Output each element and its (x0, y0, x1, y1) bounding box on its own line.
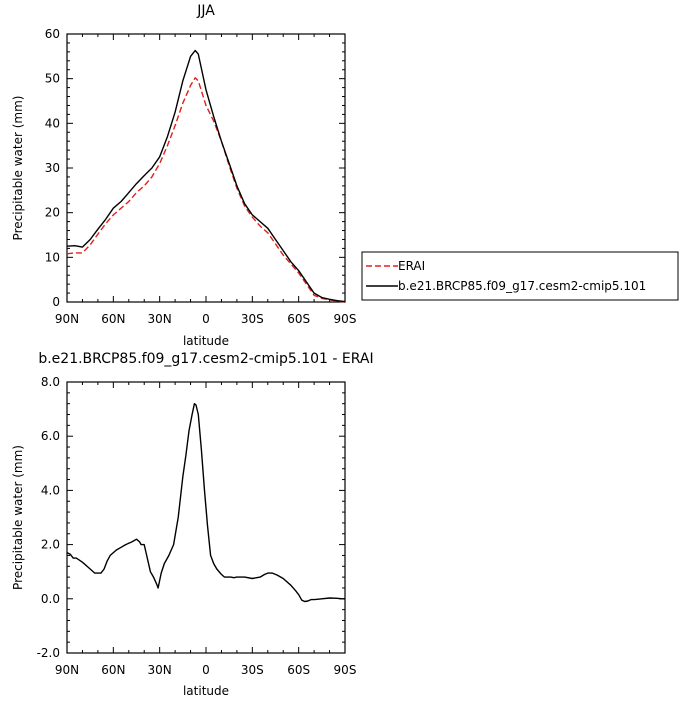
plot-frame (66, 33, 346, 303)
legend-entry-label: ERAI (398, 259, 425, 273)
chart-title: JJA (196, 3, 215, 19)
series-line-difference (66, 403, 345, 603)
x-tick-label: 30S (241, 312, 264, 326)
x-tick-label: 60S (287, 663, 310, 677)
y-tick-label: 0.0 (41, 592, 60, 606)
y-axis-label: Precipitable water (mm) (11, 96, 25, 241)
series-line-erai (66, 77, 346, 303)
x-tick-label: 0 (202, 663, 210, 677)
y-tick-label: 4.0 (41, 483, 60, 497)
plot-frame (66, 381, 346, 654)
y-tick-label: 8.0 (41, 375, 60, 389)
x-tick-label: 30N (148, 663, 172, 677)
y-tick-label: 2.0 (41, 538, 60, 552)
x-axis-label: latitude (183, 684, 229, 698)
legend-box (361, 251, 679, 301)
x-tick-label: 60S (287, 312, 310, 326)
x-tick-label: 30S (241, 663, 264, 677)
y-axis-label: Precipitable water (mm) (11, 445, 25, 590)
y-tick-label: 10 (45, 250, 60, 264)
legend: ERAI b.e21.BRCP85.f09_g17.cesm2-cmip5.101 (361, 251, 679, 301)
chart-title: b.e21.BRCP85.f09_g17.cesm2-cmip5.101 - E… (38, 351, 373, 367)
chart-panel-2: b.e21.BRCP85.f09_g17.cesm2-cmip5.101 - E… (11, 351, 374, 698)
x-tick-label: 90N (55, 312, 79, 326)
x-tick-label: 60N (101, 312, 125, 326)
y-tick-label: 40 (45, 116, 60, 130)
x-tick-label: 0 (202, 312, 210, 326)
chart-panel-1: JJA 90N 60N 30N 0 30S 60S 90S 0 10 20 30 40 50 60 latit… (11, 3, 679, 348)
series-line-b-e21-brcp85-f09-g17-cesm2-cmip5-101 (66, 49, 346, 303)
x-tick-label: 90S (334, 663, 357, 677)
x-tick-label: 90S (334, 312, 357, 326)
y-tick-label: 0 (52, 295, 60, 309)
x-axis-label: latitude (183, 334, 229, 348)
y-tick-label: 20 (45, 206, 60, 220)
y-tick-label: 50 (45, 72, 60, 86)
legend-entry-label: b.e21.BRCP85.f09_g17.cesm2-cmip5.101 (398, 279, 646, 293)
y-tick-label: 60 (45, 27, 60, 41)
y-tick-label: -2.0 (37, 646, 60, 660)
x-tick-label: 60N (101, 663, 125, 677)
x-tick-label: 30N (148, 312, 172, 326)
y-tick-label: 6.0 (41, 429, 60, 443)
y-tick-label: 30 (45, 161, 60, 175)
x-tick-label: 90N (55, 663, 79, 677)
